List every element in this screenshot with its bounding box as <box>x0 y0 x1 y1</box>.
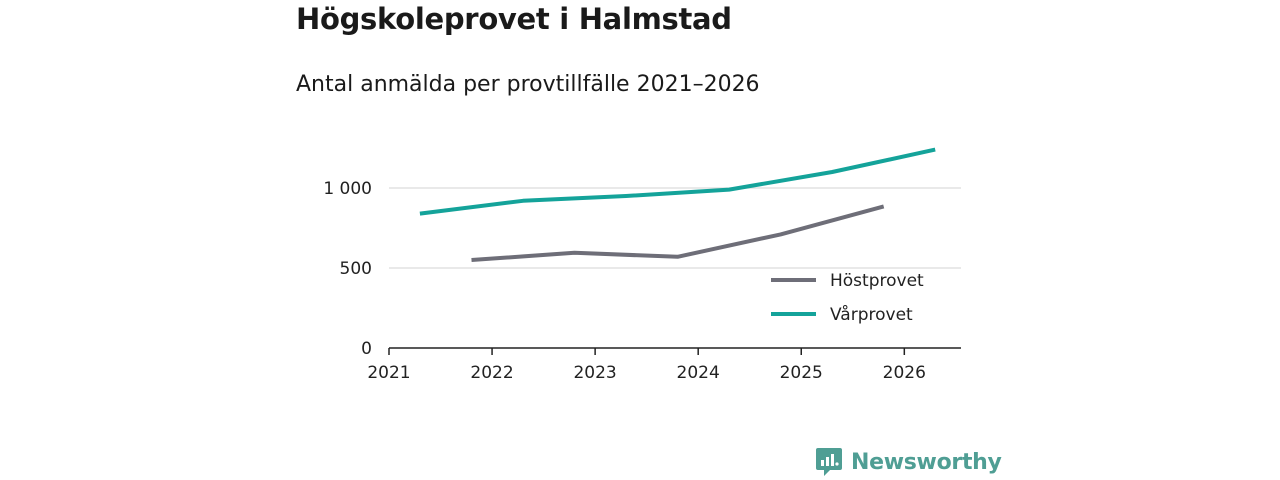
x-tick-label: 2025 <box>780 363 823 383</box>
line-chart: 2021 2022 2023 2024 2025 2026 0 500 1 000 Höstp… <box>323 147 961 383</box>
x-tick-label: 2023 <box>573 363 616 383</box>
y-axis-labels: 0 500 1 000 <box>323 179 372 359</box>
y-tick-label: 500 <box>340 259 372 279</box>
legend-label: Vårprovet <box>830 304 913 325</box>
legend: Höstprovet Vårprovet <box>771 271 924 325</box>
brand-name: Newsworthy <box>851 449 1002 475</box>
y-tick-label: 0 <box>361 339 372 359</box>
series-line-hostprovet <box>471 204 885 262</box>
chart-title: Högskoleprovet i Halmstad <box>296 2 732 36</box>
newsworthy-logo-icon <box>816 448 842 476</box>
x-tick-label: 2024 <box>677 363 720 383</box>
x-axis: 2021 2022 2023 2024 2025 2026 <box>367 347 961 383</box>
newsworthy-brand: Newsworthy <box>815 446 1002 478</box>
series-line-varprovet <box>419 147 936 216</box>
x-tick-label: 2021 <box>367 363 410 383</box>
gridlines <box>389 187 961 269</box>
y-tick-label: 1 000 <box>323 179 372 199</box>
chart-subtitle: Antal anmälda per provtillfälle 2021–202… <box>296 72 760 97</box>
series-lines <box>419 147 936 262</box>
x-tick-label: 2022 <box>470 363 513 383</box>
legend-label: Höstprovet <box>830 271 924 291</box>
x-tick-label: 2026 <box>883 363 926 383</box>
